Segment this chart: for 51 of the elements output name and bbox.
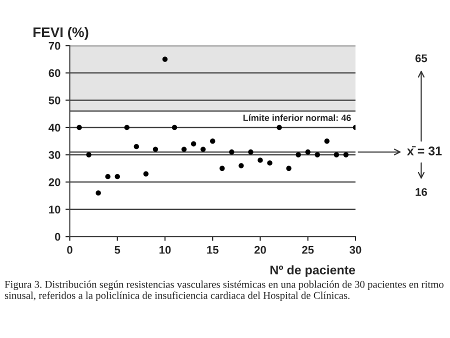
ref-line-label: x̄ = 31: [407, 146, 442, 156]
point: [210, 138, 216, 144]
point: [267, 160, 272, 166]
text: Figura 3. Distribución según resistencias vasculares sistémicas en una población de 30 pacientes en ritmo sinusal, referidos a la policlínica de insuficiencia cardiaca del Hospital de Clínicas.: [4, 280, 444, 302]
point: [86, 152, 92, 158]
point: [248, 149, 254, 155]
point: [305, 149, 310, 155]
point: [96, 190, 101, 196]
text: 65: [415, 54, 428, 62]
point: [238, 163, 244, 168]
x-tick-label: 10: [160, 246, 171, 254]
point: [334, 152, 340, 158]
point: [162, 56, 168, 62]
x-axis-title: Nº de paciente: [270, 265, 356, 277]
point: [134, 144, 140, 150]
y-tick-label: 30: [48, 151, 60, 159]
x-tick-label: 5: [114, 246, 120, 254]
x-tick-label: 25: [302, 246, 314, 254]
point: [229, 149, 234, 155]
point: [190, 141, 196, 146]
point: [343, 152, 349, 158]
point: [324, 138, 330, 144]
point: [258, 158, 263, 163]
point: [276, 124, 282, 130]
point: [124, 124, 130, 130]
point: [105, 174, 110, 180]
y-tick-label: 20: [48, 178, 60, 186]
y-tick-label: 50: [48, 96, 60, 104]
point: [220, 166, 225, 171]
y-tick-label: 60: [48, 69, 60, 78]
point: [152, 146, 158, 152]
point: [296, 152, 301, 158]
ref-line-label: Límite inferior normal: 46: [243, 114, 351, 122]
x-tick-label: 20: [254, 246, 266, 254]
point: [314, 152, 320, 158]
point: [200, 146, 206, 152]
point: [114, 174, 120, 180]
x-tick-label: 30: [350, 246, 362, 254]
text: 16: [416, 188, 427, 196]
x-tick-label: 15: [207, 246, 218, 254]
y-tick-label: 70: [48, 42, 60, 50]
x-tick-label: 0: [67, 246, 72, 254]
point: [286, 166, 292, 171]
point: [143, 171, 149, 176]
y-axis-title: FEVI (%): [34, 26, 88, 40]
point: [181, 146, 187, 152]
y-tick-label: 40: [48, 124, 60, 132]
point: [172, 124, 178, 130]
point: [76, 124, 82, 130]
y-tick-label: 0: [54, 232, 60, 241]
y-tick-label: 10: [49, 206, 60, 214]
